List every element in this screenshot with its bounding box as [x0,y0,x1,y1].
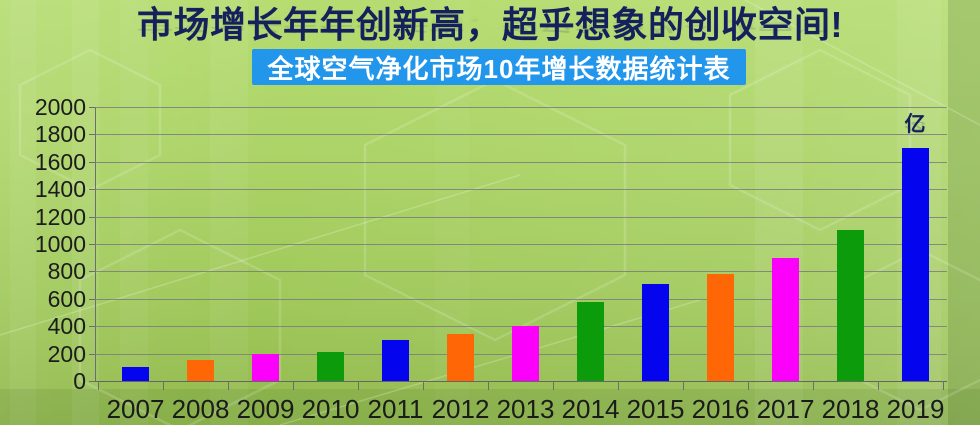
y-tick [89,161,95,163]
bar-2011 [382,339,409,381]
bar-2014 [577,301,604,381]
bar-2013 [512,326,539,381]
x-tick [162,381,164,390]
bar-2019 [902,148,929,381]
x-axis-label-2007: 2007 [106,394,165,424]
x-tick [292,381,294,390]
x-tick [747,381,749,390]
bar-2012 [447,334,474,381]
y-axis-label: 400 [47,313,86,340]
y-axis-label: 1200 [34,203,86,230]
x-tick [227,381,229,390]
x-tick [682,381,684,390]
bar-2017 [772,257,799,381]
background-stripe [10,0,36,425]
bar-2007 [122,367,149,381]
x-axis-label-2018: 2018 [821,394,880,424]
y-axis-label: 0 [73,368,86,394]
gridline-0 [95,381,947,382]
x-tick [487,381,489,390]
y-tick [89,298,95,300]
y-tick [89,353,95,355]
chart-title-banner: 全球空气净化市场10年增长数据统计表 [252,49,746,85]
unit-label: 亿 [904,113,926,136]
bar-2018 [837,230,864,381]
y-tick [89,326,95,328]
x-tick [422,381,424,390]
x-axis-label-2011: 2011 [367,394,424,424]
x-tick [877,381,879,390]
page-title: 市场增长年年创新高，超乎想象的创收空间! [137,4,843,45]
x-axis-label-2016: 2016 [691,394,750,424]
y-tick [89,216,95,218]
gridline-1600 [95,161,947,163]
gridline-1000 [95,244,947,245]
y-axis-label: 1400 [34,176,86,203]
x-axis-label-2013: 2013 [496,394,555,424]
y-tick [89,244,95,245]
y-axis-label: 1800 [34,121,86,148]
y-tick [89,381,95,382]
y-tick [89,271,95,273]
x-axis-label-2009: 2009 [236,394,295,424]
y-tick [89,189,95,191]
y-axis-label: 600 [47,285,86,312]
x-axis-label-2012: 2012 [431,394,490,424]
x-axis-label-2015: 2015 [626,394,685,424]
y-axis-label: 1000 [34,231,86,257]
x-tick [357,381,359,390]
background-dark-column [948,0,980,425]
y-axis-label: 800 [47,258,86,285]
x-tick [97,381,99,390]
gridline-1400 [95,189,947,191]
bar-2010 [317,352,344,381]
gridline-2000 [95,107,947,108]
y-axis-label: 1600 [34,148,86,175]
gridline-1200 [95,216,947,218]
bar-2008 [187,360,214,381]
y-axis-label: 200 [47,340,86,367]
x-tick [812,381,814,390]
x-axis-label-2019: 2019 [886,394,945,424]
x-tick [552,381,554,390]
y-axis-label: 2000 [34,94,86,120]
gridline-600 [95,298,947,300]
bar-2016 [707,274,734,381]
y-tick [89,134,95,136]
background-bottom-strip [0,389,980,425]
gridline-1800 [95,134,947,136]
x-tick [617,381,619,390]
bar-2015 [642,283,669,381]
x-axis-label-2008: 2008 [171,394,230,424]
x-tick [942,381,944,390]
gridline-800 [95,271,947,273]
x-axis-label-2010: 2010 [301,394,360,424]
bar-2009 [252,353,279,381]
x-axis-label-2014: 2014 [561,394,620,424]
x-axis-label-2017: 2017 [756,394,815,424]
y-tick [89,107,95,108]
